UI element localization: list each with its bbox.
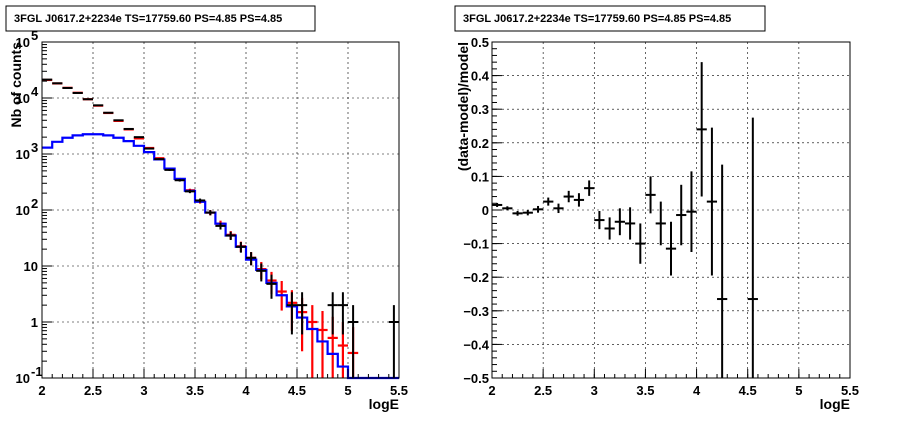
left-x-tick-label: 4 bbox=[242, 383, 250, 398]
right-y-tick-label: 0.3 bbox=[471, 102, 489, 117]
right-x-tick-label: 4.5 bbox=[739, 383, 757, 398]
right-y-tick-label: 0.1 bbox=[471, 169, 489, 184]
left-y-axis-label: Nb of counts bbox=[8, 42, 24, 128]
right-axes: 2 2.5 3 3.5 4 4.5 5 5.5 −0.5 −0.4 −0.3 −0.2 −0.1 0 0.1… bbox=[463, 35, 859, 398]
left-title-box bbox=[5, 5, 316, 32]
right-plot-frame bbox=[491, 41, 851, 379]
left-x-tick-label: 5 bbox=[344, 383, 351, 398]
right-x-tick-label: 4 bbox=[693, 383, 701, 398]
left-x-tick-label: 5.5 bbox=[390, 383, 408, 398]
residual-panel: 3FGL J0617.2+2234e TS=17759.60 PS=4.85 P… bbox=[454, 5, 859, 412]
right-x-tick-label: 3 bbox=[591, 383, 598, 398]
left-x-tick-label: 4.5 bbox=[288, 383, 306, 398]
right-y-tick-label: 0.5 bbox=[471, 35, 489, 50]
left-y-tick-exponent: -1 bbox=[31, 364, 43, 379]
right-x-tick-label: 2.5 bbox=[534, 383, 552, 398]
left-y-tick-exponent: 3 bbox=[31, 140, 38, 155]
right-y-tick-label: −0.4 bbox=[463, 337, 489, 352]
left-x-tick-label: 2.5 bbox=[84, 383, 102, 398]
left-y-tick-label: 10 bbox=[16, 203, 30, 218]
right-y-tick-label: 0.2 bbox=[471, 136, 489, 151]
left-series bbox=[42, 78, 399, 380]
right-y-tick-label: 0.4 bbox=[471, 69, 490, 84]
counts-panel: 3FGL J0617.2+2234e TS=17759.60 PS=4.85 P… bbox=[5, 5, 409, 412]
right-y-tick-label: −0.2 bbox=[463, 270, 489, 285]
right-grid bbox=[492, 42, 850, 378]
left-y-tick-exponent: 5 bbox=[31, 28, 38, 43]
right-y-axis-label: (data-model)/model bbox=[455, 42, 471, 171]
left-x-tick-label: 3 bbox=[140, 383, 147, 398]
left-chart-title: 3FGL J0617.2+2234e TS=17759.60 PS=4.85 P… bbox=[14, 13, 282, 25]
right-series bbox=[492, 62, 758, 378]
left-y-tick-label: 10 bbox=[24, 259, 38, 274]
left-y-tick-label: 10 bbox=[16, 91, 30, 106]
left-x-axis-label: logE bbox=[369, 396, 399, 412]
left-y-tick-exponent: 4 bbox=[31, 84, 39, 99]
right-x-tick-label: 3.5 bbox=[636, 383, 654, 398]
right-chart-title: 3FGL J0617.2+2234e TS=17759.60 PS=4.85 P… bbox=[463, 13, 731, 25]
right-y-tick-label: 0 bbox=[482, 203, 489, 218]
left-plot-frame bbox=[41, 41, 400, 379]
right-x-tick-label: 5.5 bbox=[841, 383, 859, 398]
left-grid bbox=[42, 42, 399, 378]
left-x-tick-label: 3.5 bbox=[186, 383, 204, 398]
model-step-line bbox=[42, 133, 399, 380]
left-y-tick-label: 10 bbox=[16, 35, 30, 50]
right-y-tick-label: −0.1 bbox=[463, 237, 489, 252]
right-x-axis-label: logE bbox=[820, 396, 850, 412]
right-x-tick-label: 2 bbox=[488, 383, 495, 398]
right-y-tick-label: −0.3 bbox=[463, 304, 489, 319]
right-x-tick-label: 5 bbox=[795, 383, 802, 398]
right-title-box bbox=[454, 5, 766, 32]
left-y-tick-label: 10 bbox=[16, 147, 30, 162]
left-y-tick-label: 1 bbox=[31, 315, 38, 330]
left-y-tick-label: 10 bbox=[16, 371, 30, 386]
left-y-tick-exponent: 2 bbox=[31, 196, 38, 211]
right-y-tick-label: −0.5 bbox=[463, 371, 489, 386]
left-x-tick-label: 2 bbox=[38, 383, 45, 398]
